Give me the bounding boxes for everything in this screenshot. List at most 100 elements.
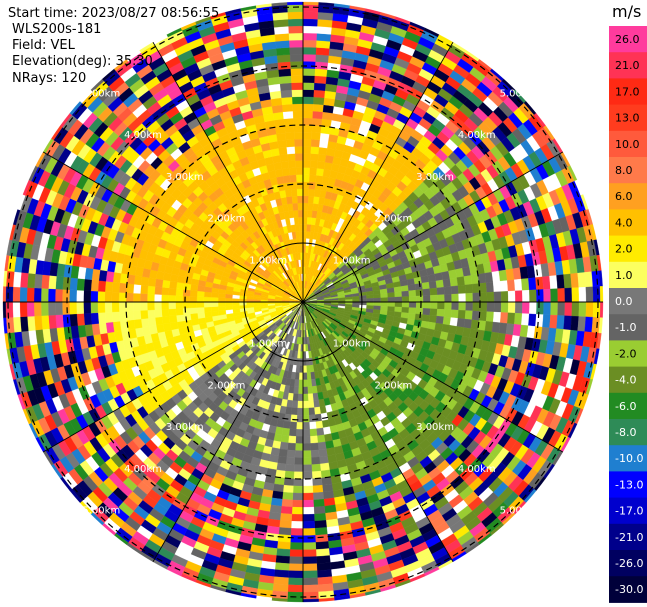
velocity-gate [154, 278, 164, 288]
velocity-gate [147, 285, 156, 295]
velocity-gate [599, 301, 604, 318]
velocity-gate [302, 160, 311, 168]
velocity-gate [407, 284, 416, 292]
velocity-gate [183, 319, 193, 328]
velocity-gate [302, 4, 319, 13]
velocity-gate [571, 287, 580, 303]
velocity-gate [298, 386, 304, 395]
velocity-gate [557, 301, 566, 316]
velocity-gate [272, 583, 289, 593]
velocity-gate [491, 270, 501, 283]
velocity-gate [118, 301, 127, 312]
velocity-gate [373, 301, 382, 307]
velocity-gate [276, 462, 287, 472]
velocity-gate [302, 549, 317, 558]
velocity-gate [413, 276, 423, 285]
velocity-gate [296, 414, 304, 423]
velocity-gate [312, 491, 324, 501]
velocity-gate [76, 313, 85, 326]
velocity-gate [542, 314, 551, 329]
velocity-gate [203, 306, 212, 313]
velocity-gate [305, 358, 310, 366]
velocity-gate [456, 318, 466, 328]
velocity-gate [529, 301, 537, 315]
velocity-gate [428, 315, 437, 324]
velocity-gate [366, 294, 374, 299]
velocity-gate [5, 286, 14, 303]
velocity-gate [415, 307, 424, 315]
velocity-gate [387, 292, 396, 298]
velocity-gate [451, 301, 459, 311]
velocity-gate [302, 393, 309, 402]
velocity-gate [302, 131, 313, 140]
velocity-gate [451, 293, 459, 303]
velocity-gate [322, 104, 335, 114]
velocity-gate [298, 372, 304, 381]
velocity-gate [507, 290, 516, 303]
velocity-gate [196, 290, 205, 297]
velocity-gate [41, 274, 50, 289]
velocity-gate [302, 457, 312, 465]
velocity-gate [536, 289, 544, 303]
velocity-gate [217, 305, 226, 312]
velocity-gate [217, 301, 226, 307]
velocity-gate [321, 419, 330, 429]
velocity-gate [291, 506, 304, 515]
velocity-gate [401, 296, 410, 303]
velocity-gate [302, 577, 318, 586]
velocity-gate [47, 288, 56, 303]
velocity-gate [570, 315, 579, 332]
velocity-gate [302, 146, 312, 154]
velocity-gate [302, 471, 313, 480]
velocity-gate [307, 202, 314, 211]
velocity-gate [154, 294, 162, 303]
velocity-gate [585, 301, 594, 318]
velocity-gate [140, 293, 148, 303]
velocity-gate [430, 301, 438, 310]
velocity-gate [104, 301, 113, 313]
velocity-gate [315, 548, 330, 557]
velocity-gate [313, 513, 327, 522]
velocity-gate [26, 287, 35, 303]
velocity-gate [182, 301, 191, 309]
velocity-gate [246, 304, 254, 309]
velocity-gate [12, 286, 21, 303]
velocity-gate [19, 287, 28, 303]
velocity-gate [436, 287, 445, 296]
velocity-gate [176, 314, 185, 323]
velocity-gate [302, 238, 307, 246]
velocity-gate [299, 365, 304, 373]
velocity-gate [311, 385, 318, 394]
velocity-gate [322, 426, 332, 436]
velocity-gate [444, 301, 452, 310]
velocity-gate [276, 548, 291, 557]
velocity-gate [529, 289, 537, 303]
velocity-gate [27, 272, 36, 289]
velocity-gate [274, 476, 285, 486]
velocity-gate [292, 485, 304, 494]
velocity-gate [293, 464, 304, 473]
velocity-gate [133, 310, 142, 320]
velocity-gate [302, 443, 311, 451]
velocity-gate [302, 414, 310, 423]
velocity-gate [428, 280, 437, 289]
velocity-gate [318, 4, 335, 14]
velocity-gate [55, 288, 63, 303]
velocity-gate [27, 315, 36, 332]
velocity-gate [287, 442, 296, 451]
velocity-gate [306, 365, 311, 373]
velocity-gate [161, 287, 170, 296]
velocity-gate [306, 379, 313, 388]
velocity-gate [176, 320, 186, 329]
velocity-gate [285, 456, 296, 465]
velocity-gate [147, 277, 157, 287]
velocity-gate [302, 202, 309, 211]
velocity-gate [168, 308, 177, 317]
velocity-gate [298, 379, 304, 388]
velocity-gate [271, 490, 284, 500]
velocity-gate [97, 312, 107, 324]
velocity-gate [315, 534, 329, 543]
velocity-gate [318, 590, 335, 600]
velocity-gate [203, 291, 212, 298]
